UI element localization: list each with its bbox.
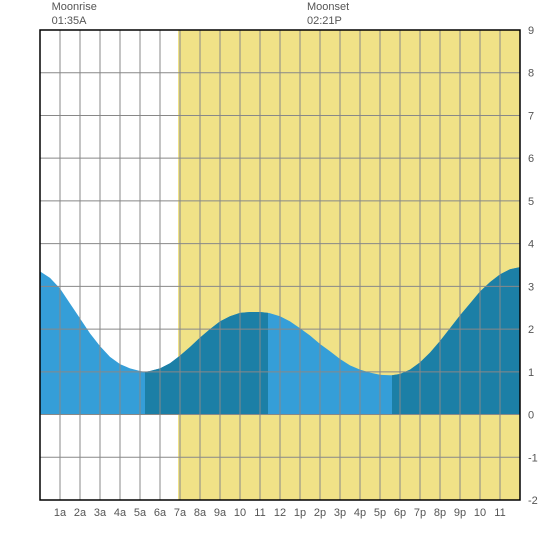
moonset-label: Moonset 02:21P bbox=[307, 0, 349, 29]
x-tick-label: 1p bbox=[294, 507, 306, 519]
x-tick-label: 7a bbox=[174, 507, 187, 519]
x-tick-label: 11 bbox=[254, 507, 265, 519]
x-tick-label: 2a bbox=[74, 507, 87, 519]
x-tick-label: 5a bbox=[134, 507, 147, 519]
x-tick-label: 10 bbox=[474, 507, 486, 519]
y-tick-label: 4 bbox=[528, 239, 534, 251]
y-tick-label: 1 bbox=[528, 367, 534, 379]
y-tick-label: 8 bbox=[528, 68, 534, 80]
x-tick-label: 10 bbox=[234, 507, 246, 519]
x-tick-label: 7p bbox=[414, 507, 426, 519]
moonrise-title: Moonrise bbox=[52, 1, 97, 13]
x-tick-label: 8p bbox=[434, 507, 446, 519]
x-tick-label: 1a bbox=[54, 507, 67, 519]
x-tick-label: 4p bbox=[354, 507, 366, 519]
chart-canvas: -2-101234567891a2a3a4a5a6a7a8a9a1011121p… bbox=[0, 0, 550, 550]
y-tick-label: 7 bbox=[528, 110, 534, 122]
y-tick-label: -1 bbox=[528, 452, 538, 464]
x-tick-label: 8a bbox=[194, 507, 207, 519]
x-tick-label: 9p bbox=[454, 507, 466, 519]
x-tick-label: 5p bbox=[374, 507, 386, 519]
x-tick-label: 4a bbox=[114, 507, 127, 519]
y-tick-label: 9 bbox=[528, 25, 534, 37]
y-tick-label: 6 bbox=[528, 153, 534, 165]
x-tick-label: 9a bbox=[214, 507, 227, 519]
daylight-region bbox=[178, 30, 520, 500]
x-tick-label: 6p bbox=[394, 507, 406, 519]
moonrise-time: 01:35A bbox=[52, 15, 87, 27]
y-tick-label: 3 bbox=[528, 281, 534, 293]
tide-chart: Moonrise 01:35A Moonset 02:21P -2-101234… bbox=[0, 0, 550, 550]
y-tick-label: -2 bbox=[528, 495, 538, 507]
x-tick-label: 3p bbox=[334, 507, 346, 519]
x-tick-label: 3a bbox=[94, 507, 107, 519]
x-tick-label: 6a bbox=[154, 507, 167, 519]
y-tick-label: 5 bbox=[528, 196, 534, 208]
y-tick-label: 0 bbox=[528, 410, 534, 422]
x-tick-label: 2p bbox=[314, 507, 326, 519]
y-tick-label: 2 bbox=[528, 324, 534, 336]
moonset-time: 02:21P bbox=[307, 15, 342, 27]
x-tick-label: 12 bbox=[274, 507, 286, 519]
moonrise-label: Moonrise 01:35A bbox=[52, 0, 97, 29]
moonset-title: Moonset bbox=[307, 1, 349, 13]
x-tick-label: 11 bbox=[494, 507, 505, 519]
